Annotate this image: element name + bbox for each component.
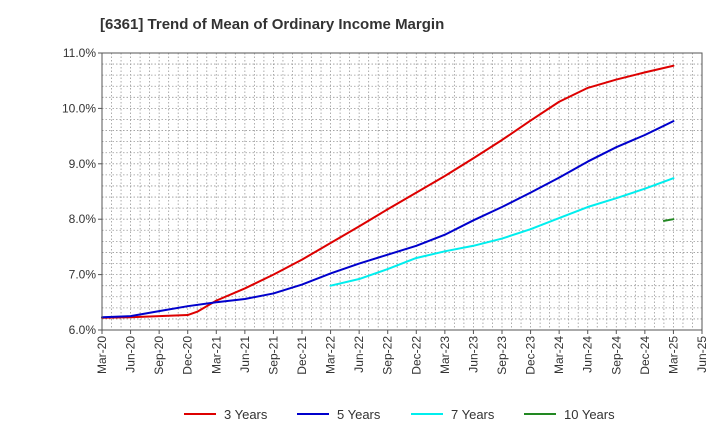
x-tick-label-group: Jun-23 <box>466 336 480 373</box>
x-tick-label: Sep-20 <box>152 336 166 375</box>
series-line-10-years <box>662 218 675 222</box>
legend: 3 Years 5 Years 7 Years 10 Years <box>184 407 615 422</box>
x-tick-label-group: Dec-24 <box>638 336 652 375</box>
series-layer <box>101 64 675 319</box>
x-tick-label: Sep-24 <box>609 336 623 375</box>
axis-layer: 6.0% 7.0% 8.0% 9.0% 10.0% 11.0% Mar-20 Jun-20 Se… <box>62 46 709 375</box>
x-tick-label: Jun-25 <box>695 336 709 373</box>
x-tick-label: Dec-23 <box>524 336 538 375</box>
x-tick-label-group: Mar-24 <box>552 336 566 374</box>
x-tick-label: Dec-20 <box>181 336 195 375</box>
x-tick-label-group: Sep-20 <box>152 336 166 375</box>
y-tick-label: 7.0% <box>69 268 97 282</box>
x-tick-label-group: Dec-20 <box>181 336 195 375</box>
y-tick-label: 9.0% <box>69 157 97 171</box>
x-tick-label-group: Sep-21 <box>266 336 280 375</box>
series-line-3-years <box>101 64 675 319</box>
legend-label: 3 Years <box>224 407 268 422</box>
x-tick-label-group: Jun-20 <box>124 336 138 373</box>
x-tick-label: Mar-23 <box>438 336 452 374</box>
y-tick-label: 10.0% <box>62 101 96 115</box>
legend-label: 10 Years <box>564 407 615 422</box>
x-tick-label: Mar-21 <box>209 336 223 374</box>
plot-border <box>101 52 703 331</box>
x-tick-label: Dec-24 <box>638 336 652 375</box>
y-tick-label: 8.0% <box>69 212 97 226</box>
x-tick-label: Jun-24 <box>581 336 595 373</box>
x-tick-label: Dec-21 <box>295 336 309 375</box>
x-tick-label-group: Sep-22 <box>381 336 395 375</box>
x-tick-label: Jun-20 <box>124 336 138 373</box>
y-tick-label: 6.0% <box>69 323 97 337</box>
x-tick-label: Sep-22 <box>381 336 395 375</box>
x-tick-label: Mar-20 <box>95 336 109 374</box>
x-tick-label-group: Jun-25 <box>695 336 709 373</box>
plot-area <box>102 53 702 330</box>
x-tick-label: Mar-24 <box>552 336 566 374</box>
x-tick-label-group: Jun-22 <box>352 336 366 373</box>
grid-layer <box>102 53 702 330</box>
x-tick-label-group: Dec-21 <box>295 336 309 375</box>
x-tick-label: Mar-22 <box>324 336 338 374</box>
x-tick-label-group: Jun-21 <box>238 336 252 373</box>
x-tick-label-group: Mar-22 <box>324 336 338 374</box>
x-tick-label-group: Mar-21 <box>209 336 223 374</box>
x-tick-label-group: Sep-23 <box>495 336 509 375</box>
x-tick-label-group: Mar-23 <box>438 336 452 374</box>
y-tick-label: 11.0% <box>63 46 96 60</box>
series-line-5-years <box>101 120 675 319</box>
x-tick-label-group: Jun-24 <box>581 336 595 373</box>
series-line-7-years <box>329 177 675 287</box>
x-tick-label: Jun-22 <box>352 336 366 373</box>
legend-label: 5 Years <box>337 407 381 422</box>
x-tick-label-group: Mar-20 <box>95 336 109 374</box>
x-tick-label-group: Mar-25 <box>666 336 680 374</box>
x-tick-label: Mar-25 <box>666 336 680 374</box>
x-tick-label: Sep-23 <box>495 336 509 375</box>
x-tick-label-group: Dec-23 <box>524 336 538 375</box>
x-tick-label: Jun-21 <box>238 336 252 373</box>
x-tick-label-group: Dec-22 <box>409 336 423 375</box>
x-tick-label: Dec-22 <box>409 336 423 375</box>
x-tick-label: Jun-23 <box>466 336 480 373</box>
legend-label: 7 Years <box>451 407 495 422</box>
x-tick-label-group: Sep-24 <box>609 336 623 375</box>
x-tick-label: Sep-21 <box>266 336 280 375</box>
chart-title: [6361] Trend of Mean of Ordinary Income … <box>100 16 445 33</box>
